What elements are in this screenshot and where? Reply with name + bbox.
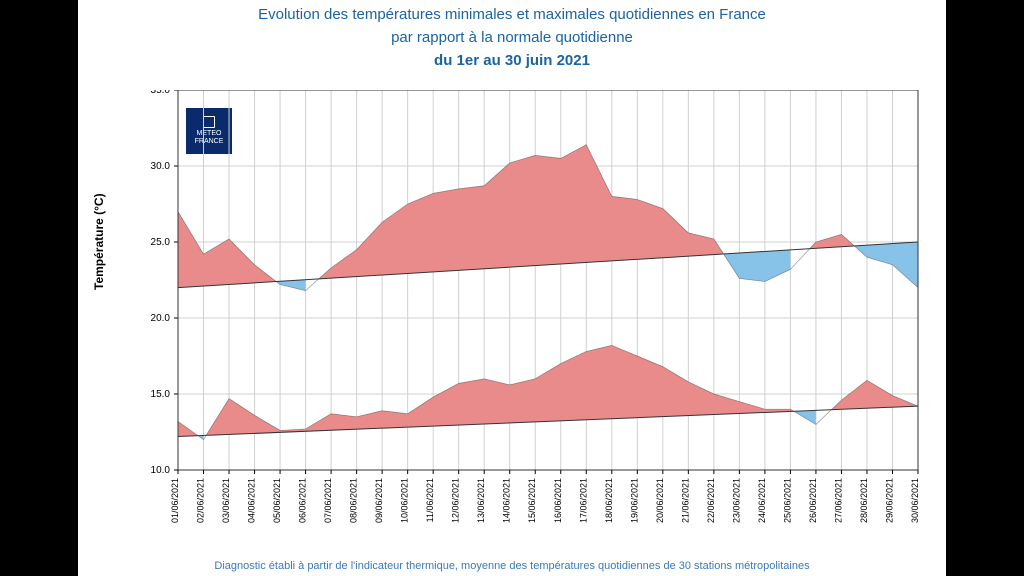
svg-text:23/06/2021: 23/06/2021 [731,478,741,523]
svg-text:11/06/2021: 11/06/2021 [425,478,435,522]
svg-text:26/06/2021: 26/06/2021 [808,478,818,523]
title-line-1: Evolution des températures minimales et … [78,6,946,23]
svg-text:15/06/2021: 15/06/2021 [527,478,537,523]
svg-text:16/06/2021: 16/06/2021 [553,478,563,523]
title-line-3: du 1er au 30 juin 2021 [78,52,946,69]
chart-panel: Evolution des températures minimales et … [78,0,946,576]
svg-text:25.0: 25.0 [151,237,171,248]
temperature-chart: 10.0 15.0 20.0 25.0 30.0 35.0 01/06/2021 02/06/… [78,90,946,560]
svg-text:08/06/2021: 08/06/2021 [349,478,359,523]
svg-text:25/06/2021: 25/06/2021 [782,478,792,523]
svg-text:09/06/2021: 09/06/2021 [374,478,384,523]
svg-text:27/06/2021: 27/06/2021 [833,478,843,523]
svg-text:06/06/2021: 06/06/2021 [298,478,308,523]
svg-text:14/06/2021: 14/06/2021 [502,478,512,523]
svg-text:30/06/2021: 30/06/2021 [910,478,920,523]
svg-text:19/06/2021: 19/06/2021 [629,478,639,523]
svg-text:05/06/2021: 05/06/2021 [272,478,282,523]
title-block: Evolution des températures minimales et … [78,6,946,69]
svg-text:30.0: 30.0 [151,161,171,172]
svg-text:12/06/2021: 12/06/2021 [451,478,461,523]
svg-text:17/06/2021: 17/06/2021 [578,478,588,523]
svg-text:20.0: 20.0 [151,313,171,324]
svg-text:01/06/2021: 01/06/2021 [170,478,180,523]
title-line-2: par rapport à la normale quotidienne [78,29,946,46]
svg-text:35.0: 35.0 [151,90,171,96]
svg-text:10/06/2021: 10/06/2021 [400,478,410,523]
svg-text:10.0: 10.0 [151,465,171,476]
svg-text:22/06/2021: 22/06/2021 [706,478,716,523]
svg-text:04/06/2021: 04/06/2021 [247,478,257,523]
svg-text:24/06/2021: 24/06/2021 [757,478,767,523]
svg-text:07/06/2021: 07/06/2021 [323,478,333,523]
svg-text:03/06/2021: 03/06/2021 [221,478,231,523]
svg-text:13/06/2021: 13/06/2021 [476,478,486,523]
footer-note: Diagnostic établi à partir de l'indicate… [78,560,946,572]
svg-text:15.0: 15.0 [151,389,171,400]
svg-text:21/06/2021: 21/06/2021 [680,478,690,523]
svg-text:02/06/2021: 02/06/2021 [196,478,206,523]
svg-text:29/06/2021: 29/06/2021 [884,478,894,523]
svg-text:18/06/2021: 18/06/2021 [604,478,614,523]
svg-text:28/06/2021: 28/06/2021 [859,478,869,523]
svg-text:20/06/2021: 20/06/2021 [655,478,665,523]
